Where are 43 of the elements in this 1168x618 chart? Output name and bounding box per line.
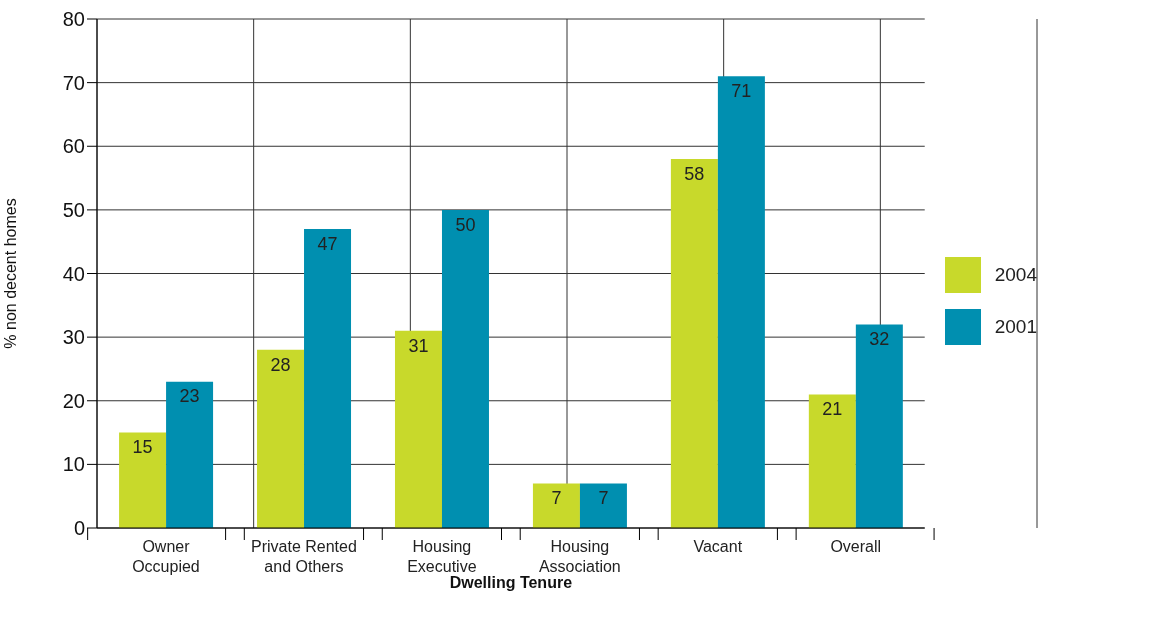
x-tick-label: Vacant (693, 538, 743, 555)
x-tick-label: Housing Executive (407, 538, 477, 575)
bar (394, 330, 442, 528)
x-tick-label: Overall (830, 538, 882, 555)
bar (532, 483, 580, 528)
bar (670, 158, 718, 528)
bar (304, 228, 352, 528)
y-tick-label: 80 (62, 8, 85, 31)
data-label: 50 (455, 214, 476, 235)
bar (441, 209, 489, 528)
x-tick-label: Private Rented and Others (251, 538, 357, 575)
bar (579, 483, 627, 528)
y-tick-label: 10 (62, 453, 85, 476)
data-label: 58 (684, 163, 705, 184)
bar (855, 324, 903, 528)
x-axis-title: Dwelling Tenure (449, 574, 573, 591)
y-tick-label: 50 (62, 198, 85, 221)
y-tick-label: 60 (62, 135, 85, 158)
y-tick-label: 0 (73, 517, 85, 540)
bar (717, 76, 765, 528)
data-label: 15 (132, 437, 153, 458)
y-tick-label: 70 (62, 71, 85, 94)
x-tick-label: Housing Association (538, 538, 621, 575)
x-tick-label: Owner Occupied (132, 538, 200, 575)
data-label: 32 (869, 329, 890, 350)
y-tick-label: 30 (62, 326, 85, 349)
data-label: 71 (731, 81, 752, 102)
bar (808, 394, 856, 528)
data-label: 47 (317, 233, 338, 254)
y-tick-label: 40 (62, 262, 85, 285)
data-label: 28 (270, 354, 291, 375)
y-axis-title: % non decent homes (1, 198, 19, 349)
legend-label: 2004 (994, 264, 1037, 286)
bar (119, 432, 167, 528)
data-label: 7 (551, 488, 562, 509)
data-label: 7 (598, 488, 609, 509)
bar (257, 349, 305, 528)
data-label: 23 (179, 386, 200, 407)
y-tick-label: 20 (62, 389, 85, 412)
bar (166, 381, 214, 528)
data-label: 31 (408, 335, 429, 356)
data-label: 21 (822, 399, 843, 420)
legend-label: 2001 (994, 316, 1037, 338)
